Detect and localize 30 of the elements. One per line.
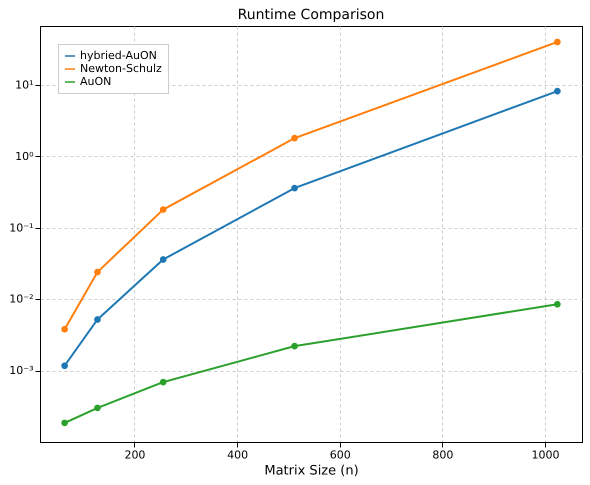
x-tick-label: 800	[432, 448, 454, 462]
point	[160, 378, 167, 386]
x-tick-label: 200	[124, 448, 146, 462]
point	[61, 362, 68, 370]
x-tick-label: 400	[227, 448, 248, 462]
point	[61, 420, 68, 426]
y-tick-label: 10⁻¹	[9, 221, 34, 234]
point	[61, 326, 68, 333]
point	[554, 88, 561, 94]
y-tick-label: 10⁰	[15, 150, 34, 163]
legend-label: hybried-AuON	[80, 49, 157, 62]
y-tick-label: 10⁻³	[9, 364, 34, 378]
point	[554, 38, 561, 46]
x-tick-label: 1000	[532, 448, 560, 462]
point	[291, 342, 298, 350]
point	[94, 316, 101, 323]
legend-label: Newton-Schulz	[80, 62, 162, 75]
y-tick-label: 10¹	[15, 78, 34, 92]
chart-title: Runtime Comparison	[238, 7, 384, 23]
point	[94, 268, 101, 276]
point	[554, 300, 561, 308]
legend-label: AuON	[80, 75, 112, 88]
point	[291, 134, 298, 142]
point	[160, 256, 167, 263]
x-axis-title: Matrix Size (n)	[264, 464, 359, 478]
point	[291, 184, 298, 192]
point	[94, 404, 101, 412]
y-tick-label: 10⁻²	[9, 292, 34, 306]
point	[160, 206, 167, 213]
x-tick-label: 600	[330, 448, 351, 462]
